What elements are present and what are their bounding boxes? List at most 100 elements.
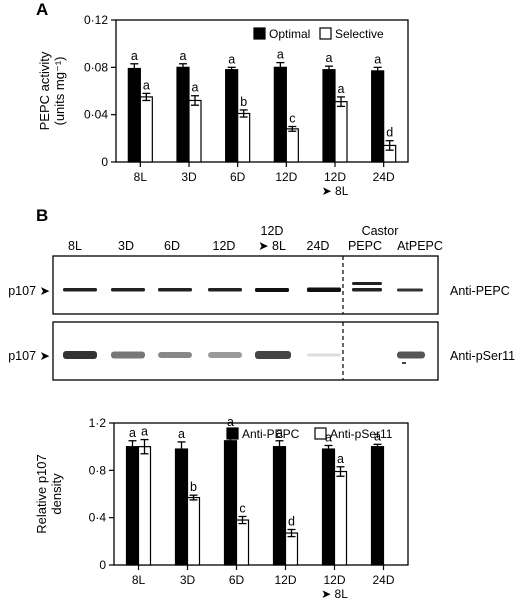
y-tick-label: 0·12 — [84, 13, 108, 27]
blot-band — [158, 288, 192, 292]
bar — [273, 66, 287, 163]
x-tick-label: ➤ 8L — [321, 587, 348, 600]
significance-letter: a — [192, 81, 199, 95]
bar — [272, 446, 287, 566]
blot-band — [63, 351, 97, 359]
y-tick-label: 0 — [99, 558, 106, 572]
blot-speck — [402, 362, 406, 364]
y-axis-title: PEPC activity — [37, 51, 52, 130]
blot-panel-anti-pser11 — [52, 321, 439, 381]
lane-label: 24D — [307, 239, 330, 253]
y-tick-label: 1·2 — [89, 416, 107, 430]
significance-letter: a — [326, 51, 333, 65]
panel-a-label: A — [36, 0, 49, 19]
bar — [186, 496, 201, 566]
x-tick-label: 8L — [132, 573, 146, 587]
significance-letter: a — [325, 430, 332, 444]
plot-frame — [115, 19, 409, 163]
significance-letter: a — [276, 426, 283, 440]
antibody-label: Anti-PEPC — [450, 284, 510, 298]
legend-label: Selective — [335, 27, 384, 41]
bar — [127, 67, 141, 163]
significance-letter: a — [129, 426, 136, 440]
lane-label: 3D — [118, 239, 134, 253]
blot-band — [255, 351, 291, 359]
bar — [174, 448, 189, 566]
bar — [188, 99, 202, 163]
lane-label: 12D — [261, 224, 284, 238]
bar — [371, 70, 385, 163]
blot-band — [111, 288, 145, 292]
significance-letter: a — [178, 427, 185, 441]
significance-letter: a — [374, 429, 381, 443]
y-axis-title: Relative p107 — [34, 454, 49, 534]
lane-label: PEPC — [348, 239, 382, 253]
bar — [333, 470, 348, 566]
bar — [237, 112, 251, 163]
bar — [334, 101, 348, 163]
blot-band — [352, 282, 382, 285]
blot-band — [397, 351, 425, 359]
significance-letter: b — [190, 480, 197, 494]
significance-letter: a — [337, 452, 344, 466]
legend-swatch — [226, 427, 239, 440]
legend-swatch — [253, 27, 266, 40]
band-marker-label: p107 ➤ — [8, 349, 50, 363]
blot-band — [63, 288, 97, 292]
castor-label: Castor — [362, 224, 399, 238]
y-tick-label: 0·4 — [89, 511, 107, 525]
significance-letter: a — [131, 49, 138, 63]
blot-band — [208, 288, 242, 292]
blot-band — [208, 352, 242, 358]
bar — [322, 69, 336, 163]
bar — [235, 519, 250, 566]
significance-letter: a — [277, 48, 284, 62]
significance-letter: a — [143, 78, 150, 92]
panel-b-label: B — [36, 206, 49, 225]
x-tick-label: 6D — [229, 573, 245, 587]
x-tick-label: 12D — [275, 170, 297, 184]
band-marker-label: p107 ➤ — [8, 284, 50, 298]
significance-letter: d — [386, 126, 393, 140]
blot-band — [352, 288, 382, 292]
x-tick-label: 12D — [274, 573, 296, 587]
legend-label: Anti-pSer11 — [330, 427, 393, 441]
x-tick-label: 8L — [134, 170, 148, 184]
plot-frame — [113, 422, 409, 566]
significance-letter: a — [141, 425, 148, 439]
significance-letter: d — [288, 515, 295, 529]
legend-swatch — [314, 427, 327, 440]
x-tick-label: 12D — [323, 573, 345, 587]
significance-letter: c — [239, 501, 245, 515]
blot-band — [255, 288, 289, 292]
bar — [223, 440, 238, 566]
western-blot: 8L 3D 6D 12D 24D 12D ➤ 8L Castor PEPC AtPEPC p107 … — [0, 220, 520, 410]
bar — [225, 69, 239, 163]
bar — [321, 448, 336, 566]
significance-letter: a — [227, 415, 234, 429]
legend-label: Optimal — [269, 27, 310, 41]
lane-label: 12D — [213, 239, 236, 253]
significance-letter: a — [180, 49, 187, 63]
legend-swatch — [319, 27, 332, 40]
bar — [284, 532, 299, 566]
antibody-label: Anti-pSer11 — [450, 349, 515, 363]
x-tick-label: 24D — [372, 573, 394, 587]
blot-band — [397, 288, 423, 292]
bar — [139, 96, 153, 163]
x-tick-label: ➤ 8L — [322, 184, 349, 198]
lane-label: 8L — [68, 239, 82, 253]
bar — [137, 446, 152, 566]
bar — [125, 446, 140, 566]
y-tick-label: 0·8 — [89, 463, 107, 477]
x-tick-label: 6D — [230, 170, 246, 184]
x-tick-label: 3D — [181, 170, 197, 184]
blot-band — [307, 353, 341, 357]
significance-letter: a — [374, 52, 381, 66]
bar — [370, 446, 385, 566]
blot-band — [111, 351, 145, 359]
significance-letter: c — [289, 112, 295, 126]
